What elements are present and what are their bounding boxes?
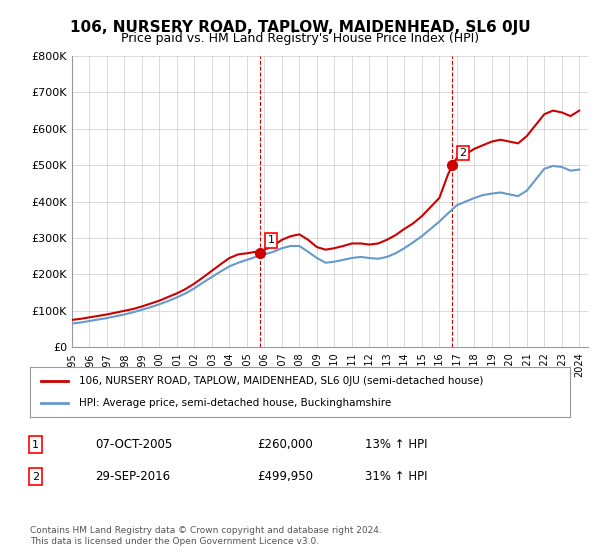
Text: Price paid vs. HM Land Registry's House Price Index (HPI): Price paid vs. HM Land Registry's House … [121, 32, 479, 45]
Text: Contains HM Land Registry data © Crown copyright and database right 2024.
This d: Contains HM Land Registry data © Crown c… [30, 526, 382, 546]
Text: £499,950: £499,950 [257, 470, 313, 483]
Text: 1: 1 [268, 235, 274, 245]
Text: HPI: Average price, semi-detached house, Buckinghamshire: HPI: Average price, semi-detached house,… [79, 398, 391, 408]
Text: 31% ↑ HPI: 31% ↑ HPI [365, 470, 427, 483]
Text: 29-SEP-2016: 29-SEP-2016 [95, 470, 170, 483]
Text: £260,000: £260,000 [257, 438, 313, 451]
Text: 106, NURSERY ROAD, TAPLOW, MAIDENHEAD, SL6 0JU (semi-detached house): 106, NURSERY ROAD, TAPLOW, MAIDENHEAD, S… [79, 376, 483, 386]
Text: 2: 2 [460, 148, 467, 158]
Text: 13% ↑ HPI: 13% ↑ HPI [365, 438, 427, 451]
Text: 2: 2 [32, 472, 39, 482]
Text: 1: 1 [32, 440, 39, 450]
Text: 106, NURSERY ROAD, TAPLOW, MAIDENHEAD, SL6 0JU: 106, NURSERY ROAD, TAPLOW, MAIDENHEAD, S… [70, 20, 530, 35]
Text: 07-OCT-2005: 07-OCT-2005 [95, 438, 172, 451]
